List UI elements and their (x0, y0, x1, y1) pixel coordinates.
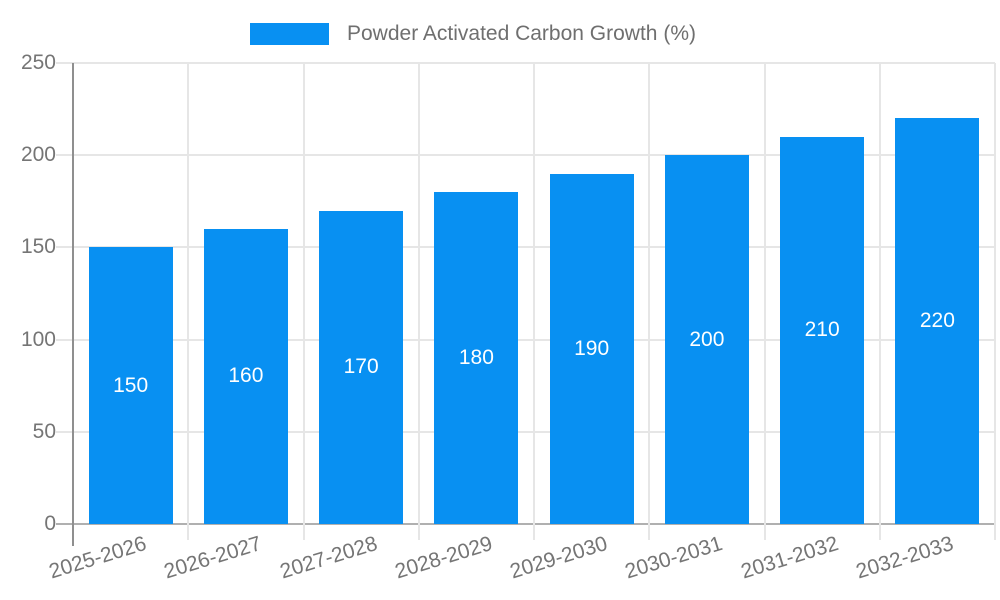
x-tick-label: 2029-2030 (507, 532, 611, 584)
y-tick-label: 0 (44, 512, 56, 535)
bar-value-label: 210 (804, 318, 840, 342)
h-gridline (56, 62, 995, 64)
legend-swatch (250, 23, 329, 45)
y-tick-label: 250 (20, 51, 56, 74)
v-gridline (648, 63, 651, 540)
x-tick-label: 2025-2026 (46, 532, 150, 584)
v-gridline (302, 63, 305, 540)
legend-label: Powder Activated Carbon Growth (%) (347, 22, 696, 45)
bar-value-label: 180 (458, 346, 494, 370)
y-tick-label: 200 (20, 143, 56, 167)
v-gridline (417, 63, 420, 540)
v-gridline (187, 63, 190, 540)
x-tick-label: 2030-2031 (622, 532, 726, 584)
y-tick-label: 50 (32, 419, 56, 443)
x-tick-label: 2032-2033 (853, 532, 957, 584)
h-gridline (56, 430, 995, 433)
x-tick-label: 2027-2028 (277, 532, 380, 584)
bar (780, 136, 865, 524)
bar (319, 210, 404, 524)
bar (664, 155, 749, 524)
bar-value-label: 160 (228, 364, 264, 388)
v-gridline (994, 63, 996, 540)
legend: Powder Activated Carbon Growth (%) (250, 22, 696, 45)
bar-value-label: 150 (113, 373, 149, 397)
h-gridline (56, 246, 995, 249)
bar-value-label: 220 (919, 309, 955, 333)
h-gridline (56, 338, 995, 341)
h-gridline (56, 154, 995, 157)
bar (88, 247, 173, 524)
bar (203, 228, 288, 524)
v-gridline (878, 63, 881, 540)
bar (434, 192, 519, 524)
x-tick-label: 2031-2032 (738, 532, 841, 584)
y-axis-line (72, 63, 74, 546)
y-tick-label: 100 (20, 327, 56, 351)
x-axis-baseline (56, 523, 995, 525)
bar-value-label: 190 (574, 336, 610, 360)
v-gridline (763, 63, 766, 540)
x-tick-label: 2026-2027 (161, 532, 265, 584)
bar-value-label: 170 (343, 355, 379, 379)
y-tick-label: 150 (20, 235, 56, 259)
bar (549, 173, 634, 524)
v-gridline (533, 63, 535, 540)
bar (895, 118, 980, 524)
bar-value-label: 200 (689, 327, 725, 351)
x-tick-label: 2028-2029 (392, 532, 496, 584)
